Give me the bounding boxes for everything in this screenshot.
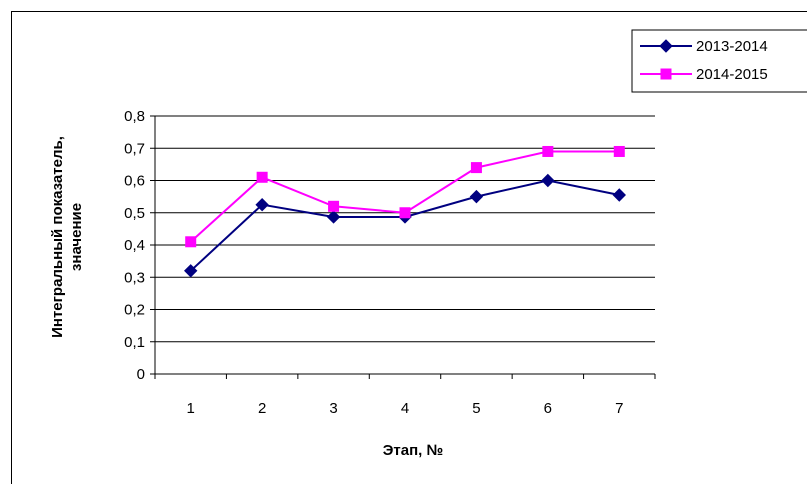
x-tick-label: 5 — [472, 400, 480, 417]
legend-entry: 2014-2015 — [640, 66, 768, 83]
data-point — [613, 145, 625, 157]
y-tick-label: 0,7 — [124, 140, 145, 157]
x-tick-label: 3 — [329, 400, 337, 417]
y-tick-label: 0 — [137, 366, 145, 383]
data-point — [542, 145, 554, 157]
tick-labels: 0 0,1 0,2 0,3 0,4 0,5 0,6 0,7 0,8 1 2 3 4 5 6 7 — [124, 108, 623, 417]
x-tick-label: 2 — [258, 400, 266, 417]
data-point — [255, 197, 269, 212]
series-2 — [185, 145, 625, 248]
axes — [150, 115, 656, 379]
x-tick-label: 6 — [544, 400, 552, 417]
series-layer — [184, 145, 626, 278]
y-tick-label: 0,5 — [124, 205, 145, 222]
legend-marker — [659, 39, 673, 53]
x-axis-title: Этап, № — [383, 442, 443, 459]
y-tick-label: 0,2 — [124, 302, 145, 319]
series-line — [190, 150, 620, 243]
data-point — [328, 200, 340, 212]
grid-lines — [155, 115, 655, 343]
y-axis-title: Интегральный показатель, значение — [49, 136, 85, 338]
y-tick-label: 0,3 — [124, 269, 145, 286]
data-point — [469, 189, 484, 204]
y-axis-title-line2: значение — [68, 203, 85, 271]
legend-label: 2014-2015 — [696, 66, 768, 83]
legend-marker — [660, 68, 672, 80]
y-tick-label: 0,1 — [124, 334, 145, 351]
data-point — [185, 236, 197, 248]
x-tick-label: 7 — [615, 400, 623, 417]
data-point — [256, 171, 268, 183]
y-tick-label: 0,4 — [124, 237, 145, 254]
x-tick-label: 1 — [187, 400, 195, 417]
data-point — [326, 210, 341, 224]
x-tick-label: 4 — [401, 400, 409, 417]
series-1 — [184, 173, 626, 278]
legend-label: 2013-2014 — [696, 38, 768, 55]
y-tick-label: 0,8 — [124, 108, 145, 125]
y-axis-title-line1: Интегральный показатель, — [49, 136, 66, 338]
y-tick-label: 0,6 — [124, 173, 145, 190]
data-point — [399, 207, 411, 219]
data-point — [541, 173, 555, 188]
data-point — [184, 264, 198, 278]
series-line — [190, 179, 620, 272]
legend-entry: 2013-2014 — [640, 38, 768, 55]
data-point — [612, 188, 626, 202]
legend-box — [631, 29, 807, 93]
data-point — [470, 162, 482, 174]
legend: 2013-2014 2014-2015 — [631, 29, 807, 93]
